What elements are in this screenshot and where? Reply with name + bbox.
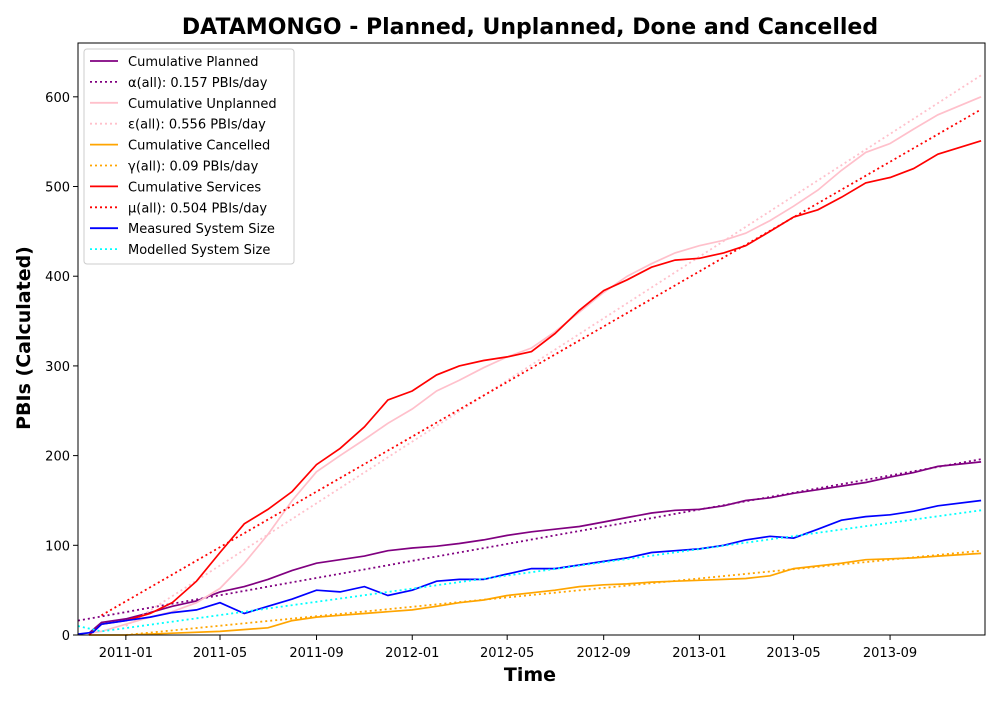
x-tick-label: 2011-01 <box>99 646 153 661</box>
legend-label-measured-system-size: Measured System Size <box>128 222 275 237</box>
legend-label-all-0-09-pbis-day: γ(all): 0.09 PBIs/day <box>128 160 259 175</box>
series-line-5 <box>125 549 982 636</box>
x-tick-label: 2011-09 <box>289 646 343 661</box>
x-tick-label: 2012-01 <box>385 646 439 661</box>
y-tick-label: 600 <box>45 91 70 106</box>
legend-label-cumulative-services: Cumulative Services <box>128 180 261 195</box>
x-tick-label: 2013-09 <box>863 646 917 661</box>
y-tick-label: 200 <box>45 450 70 465</box>
legend-label-modelled-system-size: Modelled System Size <box>128 243 270 258</box>
y-tick-label: 0 <box>62 629 70 644</box>
x-tick-label: 2011-05 <box>193 646 247 661</box>
y-tick-label: 400 <box>45 270 70 285</box>
legend-label-cumulative-unplanned: Cumulative Unplanned <box>128 97 277 112</box>
legend-box <box>83 48 295 265</box>
y-tick-label: 300 <box>45 360 70 375</box>
y-tick-label: 500 <box>45 181 70 196</box>
series-line-2 <box>88 96 982 635</box>
plot-frame <box>77 42 986 636</box>
legend-label-all-0-157-pbis-day: α(all): 0.157 PBIs/day <box>128 76 268 91</box>
legend-label-cumulative-cancelled: Cumulative Cancelled <box>128 139 270 154</box>
x-tick-label: 2013-01 <box>672 646 726 661</box>
series-line-4 <box>89 552 982 636</box>
y-tick-label: 100 <box>45 539 70 554</box>
x-tick-label: 2012-09 <box>577 646 631 661</box>
series-layer <box>77 74 982 636</box>
series-line-9 <box>77 509 982 633</box>
series-line-6 <box>88 139 982 636</box>
legend-label-all-0-556-pbis-day: ε(all): 0.556 PBIs/day <box>128 118 266 133</box>
series-line-0 <box>88 461 982 634</box>
ticks-layer: 2011-01 2011-05 2011-09 2012-01 2012-05 2012-… <box>45 91 917 661</box>
series-line-8 <box>77 499 982 635</box>
x-axis-label: Time <box>504 664 556 686</box>
series-line-7 <box>101 108 982 617</box>
legend-label-cumulative-planned: Cumulative Planned <box>128 55 258 70</box>
x-tick-label: 2012-05 <box>480 646 534 661</box>
y-axis-label: PBIs (Calculated) <box>13 246 35 430</box>
legend-label-all-0-504-pbis-day: μ(all): 0.504 PBIs/day <box>128 201 267 216</box>
legend: Cumulative Planned α(all): 0.157 PBIs/day… <box>83 48 295 265</box>
chart-title: DATAMONGO - Planned, Unplanned, Done and… <box>182 15 878 40</box>
x-tick-label: 2013-05 <box>766 646 820 661</box>
